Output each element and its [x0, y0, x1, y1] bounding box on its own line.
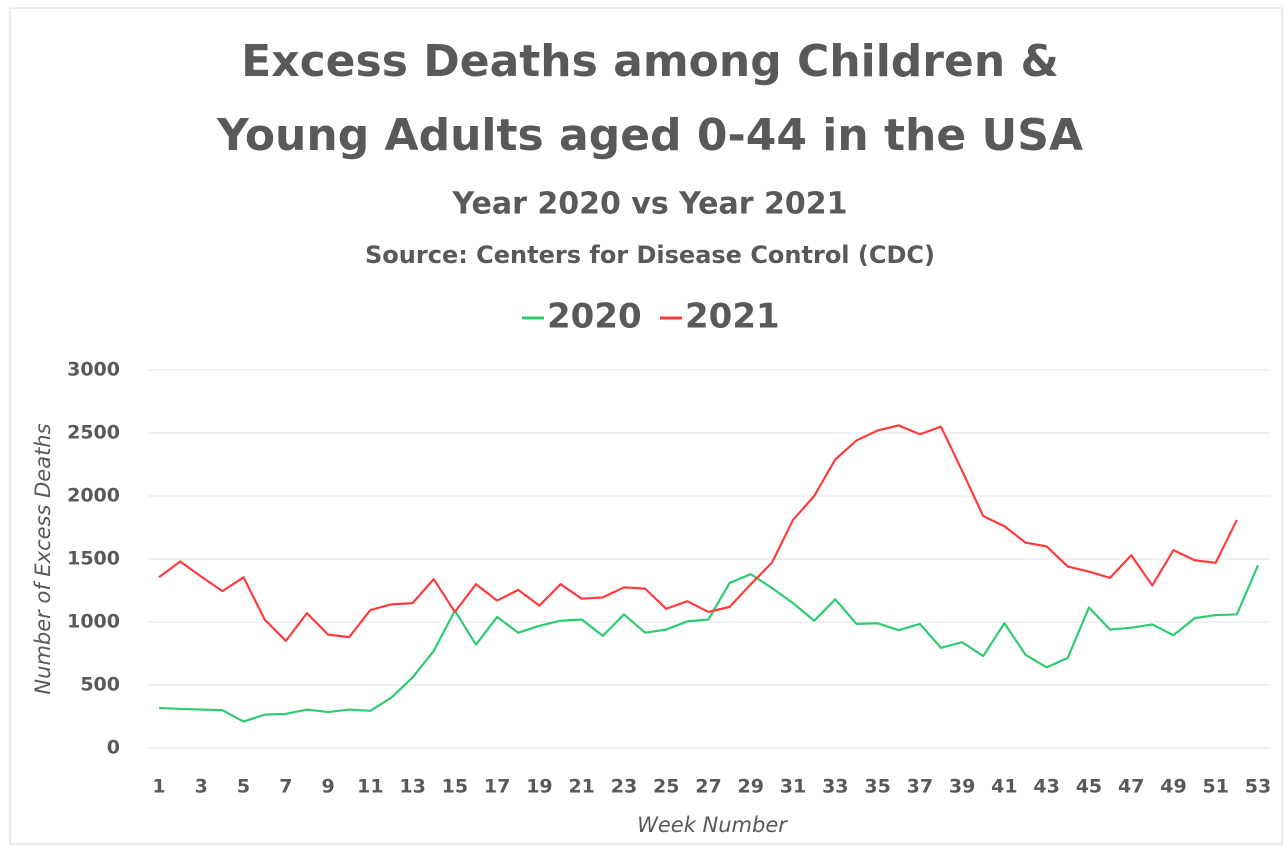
x-tick-label: 53 — [1245, 776, 1271, 798]
x-tick-label: 3 — [195, 776, 208, 798]
series-line — [158, 564, 1260, 723]
x-tick-label: 47 — [1118, 776, 1144, 798]
chart-title: Excess Deaths among Children & — [241, 36, 1059, 87]
x-tick-label: 43 — [1033, 776, 1059, 798]
x-tick-label: 29 — [738, 776, 764, 798]
x-tick-label: 39 — [949, 776, 975, 798]
x-tick-label: 9 — [321, 776, 334, 798]
legend-label: 2021 — [685, 297, 780, 337]
x-tick-label: 5 — [237, 776, 250, 798]
x-tick-label: 19 — [526, 776, 552, 798]
y-tick-label: 0 — [107, 737, 120, 759]
x-tick-label: 15 — [442, 776, 468, 798]
x-tick-label: 23 — [611, 776, 637, 798]
x-tick-label: 41 — [991, 776, 1017, 798]
x-axis-label: Week Number — [637, 813, 788, 837]
x-tick-label: 51 — [1203, 776, 1229, 798]
x-tick-label: 27 — [695, 776, 721, 798]
y-tick-label: 3000 — [67, 359, 120, 381]
chart-title: Young Adults aged 0-44 in the USA — [216, 110, 1083, 161]
y-tick-label: 1000 — [67, 611, 120, 633]
x-tick-label: 37 — [907, 776, 933, 798]
x-tick-label: 49 — [1160, 776, 1186, 798]
chart-subtitle: Year 2020 vs Year 2021 — [452, 187, 848, 222]
x-tick-label: 7 — [279, 776, 292, 798]
x-tick-label: 35 — [864, 776, 890, 798]
y-tick-label: 500 — [80, 674, 120, 696]
y-tick-label: 2000 — [67, 485, 120, 507]
series-line — [158, 424, 1238, 642]
x-tick-label: 31 — [780, 776, 806, 798]
legend-label: 2020 — [547, 297, 642, 337]
x-tick-label: 13 — [399, 776, 425, 798]
x-tick-label: 45 — [1076, 776, 1102, 798]
y-tick-label: 1500 — [67, 548, 120, 570]
chart-source: Source: Centers for Disease Control (CDC… — [365, 241, 935, 269]
chart-border — [9, 7, 1283, 845]
y-tick-label: 2500 — [67, 422, 120, 444]
x-tick-label: 17 — [484, 776, 510, 798]
x-tick-label: 21 — [568, 776, 594, 798]
x-tick-label: 1 — [152, 776, 165, 798]
x-tick-label: 25 — [653, 776, 679, 798]
x-tick-label: 11 — [357, 776, 383, 798]
x-tick-label: 33 — [822, 776, 848, 798]
y-axis-label: Number of Excess Deaths — [31, 423, 55, 694]
